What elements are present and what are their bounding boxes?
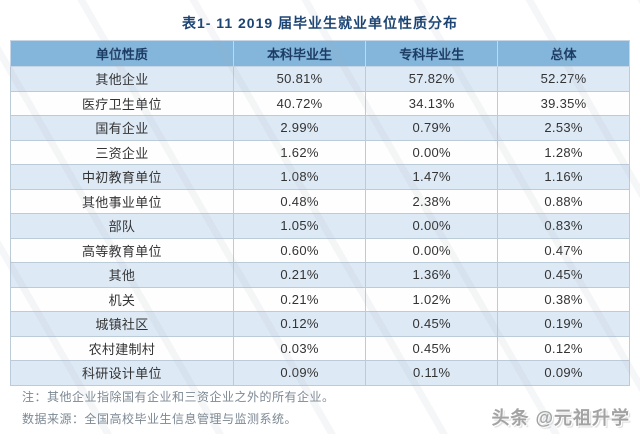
junior-college-value-cell: 0.00% — [365, 237, 499, 263]
undergraduate-value-cell: 1.62% — [232, 139, 367, 165]
overall-value-cell: 1.16% — [497, 164, 630, 190]
table-row: 部队 1.05% 0.00% 0.83% — [10, 213, 630, 239]
junior-college-value-cell: 57.82% — [365, 66, 499, 92]
table-row: 三资企业 1.62% 0.00% 1.28% — [10, 139, 630, 165]
col-header-junior-college: 专科毕业生 — [365, 40, 499, 67]
col-header-overall: 总体 — [497, 40, 630, 67]
table-header: 单位性质 本科毕业生 专科毕业生 总体 — [10, 40, 630, 67]
undergraduate-value-cell: 0.48% — [232, 188, 367, 214]
junior-college-value-cell: 0.11% — [365, 360, 499, 386]
junior-college-value-cell: 0.45% — [365, 335, 499, 361]
unit-type-cell: 其他事业单位 — [10, 188, 234, 214]
junior-college-value-cell: 0.00% — [365, 213, 499, 239]
overall-value-cell: 0.19% — [497, 311, 630, 337]
undergraduate-value-cell: 0.09% — [232, 360, 367, 386]
table-row: 其他事业单位 0.48% 2.38% 0.88% — [10, 188, 630, 214]
overall-value-cell: 0.47% — [497, 237, 630, 263]
table-row: 中初教育单位 1.08% 1.47% 1.16% — [10, 164, 630, 190]
data-source-note: 数据来源：全国高校毕业生信息管理与监测系统。 — [22, 412, 298, 426]
unit-type-cell: 中初教育单位 — [10, 164, 234, 190]
unit-type-cell: 科研设计单位 — [10, 360, 234, 386]
undergraduate-value-cell: 50.81% — [232, 66, 367, 92]
undergraduate-value-cell: 1.08% — [232, 164, 367, 190]
table-row: 机关 0.21% 1.02% 0.38% — [10, 286, 630, 312]
unit-type-cell: 国有企业 — [10, 115, 234, 141]
unit-type-cell: 高等教育单位 — [10, 237, 234, 263]
overall-value-cell: 2.53% — [497, 115, 630, 141]
table-body: 其他企业 50.81% 57.82% 52.27% 医疗卫生单位 40.72% … — [10, 66, 630, 386]
unit-type-cell: 其他企业 — [10, 66, 234, 92]
table-row: 城镇社区 0.12% 0.45% 0.19% — [10, 311, 630, 337]
overall-value-cell: 0.09% — [497, 360, 630, 386]
overall-value-cell: 0.12% — [497, 335, 630, 361]
overall-value-cell: 52.27% — [497, 66, 630, 92]
junior-college-value-cell: 0.45% — [365, 311, 499, 337]
header-row: 单位性质 本科毕业生 专科毕业生 总体 — [10, 40, 630, 67]
unit-type-cell: 医疗卫生单位 — [10, 90, 234, 116]
table-row: 科研设计单位 0.09% 0.11% 0.09% — [10, 360, 630, 386]
undergraduate-value-cell: 0.60% — [232, 237, 367, 263]
overall-value-cell: 1.28% — [497, 139, 630, 165]
unit-type-cell: 三资企业 — [10, 139, 234, 165]
unit-type-cell: 机关 — [10, 286, 234, 312]
undergraduate-value-cell: 0.21% — [232, 262, 367, 288]
table-row: 其他企业 50.81% 57.82% 52.27% — [10, 66, 630, 92]
table-title: 表1- 11 2019 届毕业生就业单位性质分布 — [181, 15, 459, 31]
overall-value-cell: 0.38% — [497, 286, 630, 312]
employment-unit-table: 单位性质 本科毕业生 专科毕业生 总体 其他企业 50.81% 57.82% 5… — [10, 40, 630, 386]
col-header-unit-type: 单位性质 — [10, 40, 234, 67]
table-row: 农村建制村 0.03% 0.45% 0.12% — [10, 335, 630, 361]
undergraduate-value-cell: 0.21% — [232, 286, 367, 312]
junior-college-value-cell: 1.47% — [365, 164, 499, 190]
junior-college-value-cell: 2.38% — [365, 188, 499, 214]
unit-type-cell: 农村建制村 — [10, 335, 234, 361]
junior-college-value-cell: 34.13% — [365, 90, 499, 116]
junior-college-value-cell: 0.79% — [365, 115, 499, 141]
undergraduate-value-cell: 40.72% — [232, 90, 367, 116]
undergraduate-value-cell: 0.03% — [232, 335, 367, 361]
overall-value-cell: 0.88% — [497, 188, 630, 214]
undergraduate-value-cell: 2.99% — [232, 115, 367, 141]
table-row: 其他 0.21% 1.36% 0.45% — [10, 262, 630, 288]
undergraduate-value-cell: 1.05% — [232, 213, 367, 239]
undergraduate-value-cell: 0.12% — [232, 311, 367, 337]
table-row: 高等教育单位 0.60% 0.00% 0.47% — [10, 237, 630, 263]
table-row: 国有企业 2.99% 0.79% 2.53% — [10, 115, 630, 141]
col-header-undergraduate: 本科毕业生 — [232, 40, 367, 67]
overall-value-cell: 0.83% — [497, 213, 630, 239]
overall-value-cell: 0.45% — [497, 262, 630, 288]
unit-type-cell: 城镇社区 — [10, 311, 234, 337]
unit-type-cell: 部队 — [10, 213, 234, 239]
table-footnote: 注：其他企业指除国有企业和三资企业之外的所有企业。 — [22, 390, 335, 404]
toutiao-watermark: 头条 @元祖升学 — [491, 408, 630, 428]
overall-value-cell: 39.35% — [497, 90, 630, 116]
table-row: 医疗卫生单位 40.72% 34.13% 39.35% — [10, 90, 630, 116]
unit-type-cell: 其他 — [10, 262, 234, 288]
junior-college-value-cell: 0.00% — [365, 139, 499, 165]
junior-college-value-cell: 1.02% — [365, 286, 499, 312]
junior-college-value-cell: 1.36% — [365, 262, 499, 288]
